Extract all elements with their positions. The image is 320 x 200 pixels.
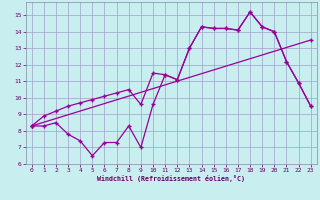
X-axis label: Windchill (Refroidissement éolien,°C): Windchill (Refroidissement éolien,°C) [97, 175, 245, 182]
